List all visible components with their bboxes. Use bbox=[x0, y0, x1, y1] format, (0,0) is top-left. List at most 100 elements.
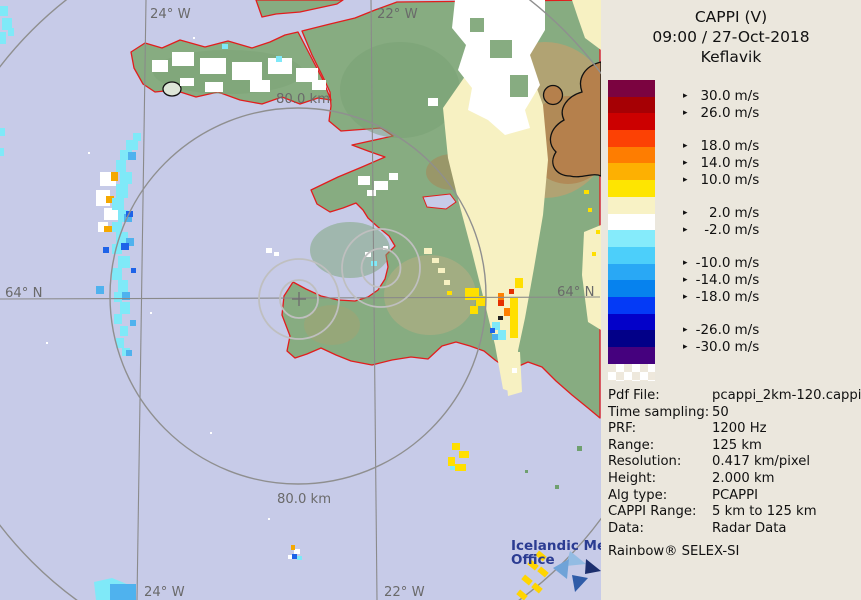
meridian-24w bbox=[136, 0, 147, 600]
meta-label: PRF: bbox=[608, 421, 637, 437]
legend-band bbox=[608, 196, 655, 214]
range-ring-80km bbox=[109, 107, 487, 485]
parallel-64n bbox=[0, 296, 601, 300]
legend-value: 14.0 bbox=[700, 155, 731, 171]
range-rings-group bbox=[0, 0, 601, 600]
meta-row: Height: 2.000 km bbox=[608, 471, 858, 488]
geo-labels-group: 24° W 22° W 80.0 km 64° N 64° N 80.0 km … bbox=[5, 7, 594, 600]
legend-label: ▸ -10.0 m/s bbox=[683, 255, 759, 271]
legend-unit: m/s bbox=[734, 221, 760, 238]
tick-arrow-icon: ▸ bbox=[683, 224, 688, 235]
legend-unit: m/s bbox=[734, 255, 760, 272]
legend-label: ▸ -30.0 m/s bbox=[683, 339, 759, 355]
legend-label: ▸ -18.0 m/s bbox=[683, 289, 759, 305]
radar-site-name: Keflavik bbox=[700, 48, 762, 66]
tick-arrow-icon: ▸ bbox=[683, 91, 688, 102]
legend-value: 18.0 bbox=[700, 138, 731, 155]
site2-ring-outer bbox=[341, 228, 421, 308]
label-lat64-right: 64° N bbox=[557, 285, 594, 300]
graticule-group bbox=[0, 0, 601, 600]
imo-logo-text-line1: Icelandic Met bbox=[511, 538, 601, 554]
legend-value: -26.0 bbox=[695, 322, 731, 338]
meta-row: PRF: 1200 Hz bbox=[608, 421, 858, 438]
legend-labels: ▸ 30.0 m/s ▸ 26.0 m/s ▸ 18.0 m/s ▸ 14.0 m/s ▸ 10.0 m/s… bbox=[683, 80, 859, 380]
tick-arrow-icon: ▸ bbox=[683, 174, 688, 185]
legend-value: -18.0 bbox=[695, 288, 731, 305]
imo-logo: Icelandic Met Office bbox=[511, 538, 601, 600]
radar-site-cross-icon bbox=[292, 292, 306, 306]
legend-label: ▸ -26.0 m/s bbox=[683, 322, 759, 338]
legend-bands bbox=[608, 80, 655, 364]
legend-band bbox=[608, 313, 655, 331]
legend-label: ▸ -14.0 m/s bbox=[683, 272, 759, 288]
panel-title: CAPPI (V) 09:00 / 27-Oct-2018 Keflavik bbox=[601, 7, 861, 67]
legend-unit: m/s bbox=[734, 88, 760, 105]
label-lon22-top: 22° W bbox=[377, 7, 418, 22]
meta-value: 1200 Hz bbox=[712, 421, 767, 437]
legend-label: ▸ 2.0 m/s bbox=[683, 205, 759, 221]
legend-band bbox=[608, 330, 655, 347]
product-datetime: 09:00 / 27-Oct-2018 bbox=[652, 28, 810, 46]
legend-value: 2.0 bbox=[709, 205, 731, 222]
legend-unit: m/s bbox=[734, 155, 760, 171]
legend-value: 30.0 bbox=[700, 88, 731, 105]
legend-band bbox=[608, 213, 655, 231]
meta-value: 125 km bbox=[712, 437, 762, 453]
meta-label: Pdf File: bbox=[608, 388, 660, 403]
legend-label: ▸ 10.0 m/s bbox=[683, 172, 759, 188]
legend-band bbox=[608, 146, 655, 164]
legend-band bbox=[608, 263, 655, 281]
legend-unit: m/s bbox=[734, 138, 760, 155]
label-lon24-bottom: 24° W bbox=[144, 585, 185, 600]
legend-unit: m/s bbox=[734, 288, 760, 305]
meridian-22w bbox=[370, 0, 378, 600]
meta-row: Alg type: PCAPPI bbox=[608, 488, 858, 505]
radar-echo-cold-group bbox=[0, 6, 582, 600]
meta-value: 50 bbox=[712, 404, 729, 420]
meta-label: Height: bbox=[608, 470, 657, 486]
radar-map: 24° W 22° W 80.0 km 64° N 64° N 80.0 km … bbox=[0, 0, 601, 600]
tick-arrow-icon: ▸ bbox=[683, 325, 688, 335]
legend-band bbox=[608, 163, 655, 181]
tick-arrow-icon: ▸ bbox=[683, 107, 688, 118]
legend-value: 26.0 bbox=[700, 104, 731, 121]
legend-label: ▸ 26.0 m/s bbox=[683, 105, 759, 121]
product-title: CAPPI (V) bbox=[694, 8, 768, 26]
legend-unit: m/s bbox=[734, 104, 760, 121]
tick-arrow-icon: ▸ bbox=[683, 291, 688, 302]
legend-band bbox=[608, 80, 655, 97]
meta-value: pcappi_2km-120.cappi bbox=[712, 388, 861, 403]
meta-row: Resolution: 0.417 km/pixel bbox=[608, 454, 858, 471]
legend-band bbox=[608, 113, 655, 131]
software-branding: Rainbow® SELEX-SI bbox=[608, 544, 740, 559]
contour-blob-round bbox=[542, 84, 564, 106]
meta-row: Range: 125 km bbox=[608, 438, 858, 455]
tick-arrow-icon: ▸ bbox=[683, 208, 688, 219]
meta-label: Range: bbox=[608, 437, 655, 453]
meta-row: Pdf File: pcappi_2km-120.cappi bbox=[608, 388, 861, 405]
legend-unit: m/s bbox=[734, 171, 760, 188]
meta-value: PCAPPI bbox=[712, 487, 758, 503]
legend-value: -10.0 bbox=[695, 255, 731, 272]
legend-unit: m/s bbox=[734, 322, 760, 338]
label-lat64-left: 64° N bbox=[5, 286, 42, 301]
meta-row: Time sampling: 50 bbox=[608, 405, 858, 422]
label-range-top: 80.0 km bbox=[276, 92, 330, 107]
meta-label: CAPPI Range: bbox=[608, 504, 697, 520]
imo-logo-text-line2: Office bbox=[511, 552, 555, 568]
legend-label: ▸ 18.0 m/s bbox=[683, 138, 759, 154]
tick-arrow-icon: ▸ bbox=[683, 141, 688, 152]
legend-label: ▸ -2.0 m/s bbox=[683, 222, 759, 238]
tick-arrow-icon: ▸ bbox=[683, 341, 688, 352]
meta-value: Radar Data bbox=[712, 520, 787, 536]
meta-row: Data: Radar Data bbox=[608, 521, 858, 538]
contour-glacier bbox=[162, 81, 182, 97]
imo-logo-pinwheel-icon bbox=[553, 551, 601, 592]
tick-arrow-icon: ▸ bbox=[683, 274, 688, 285]
label-lon22-bottom: 22° W bbox=[384, 585, 425, 600]
legend-label: ▸ 14.0 m/s bbox=[683, 155, 759, 171]
legend-label: ▸ 30.0 m/s bbox=[683, 88, 759, 104]
tick-arrow-icon: ▸ bbox=[683, 258, 688, 269]
legend-value: 10.0 bbox=[700, 171, 731, 188]
legend-nodata-checker bbox=[608, 363, 655, 381]
